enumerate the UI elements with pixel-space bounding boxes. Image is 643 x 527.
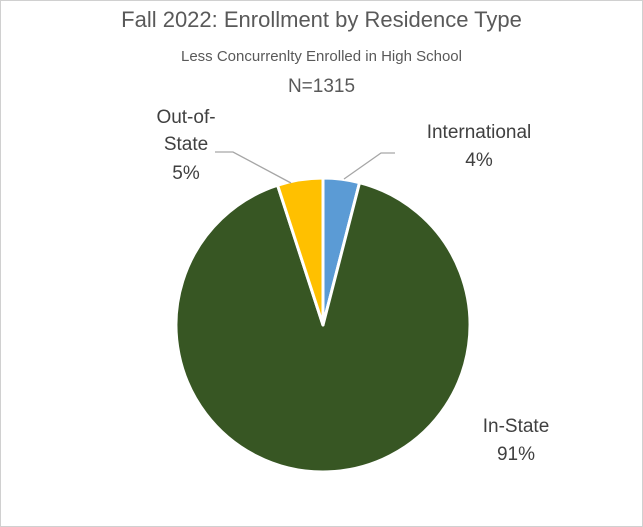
pie-slice [174,181,472,474]
chart-subtitle: Less Concurrenlty Enrolled in High Schoo… [181,48,462,65]
slice-value-label: 4% [465,150,493,171]
chart-title: Fall 2022: Enrollment by Residence Type [121,7,522,32]
slice-label: Out-of-State [156,107,216,155]
annotation: N=1315 [287,76,356,97]
slice-label: International [426,122,532,143]
leader-line [215,151,292,184]
slice-value-label: 5% [172,163,200,184]
slice-value-label: 91% [496,444,536,465]
slice-label: In-State [482,416,550,437]
pie-slice [276,176,325,327]
leader-line [343,152,395,180]
